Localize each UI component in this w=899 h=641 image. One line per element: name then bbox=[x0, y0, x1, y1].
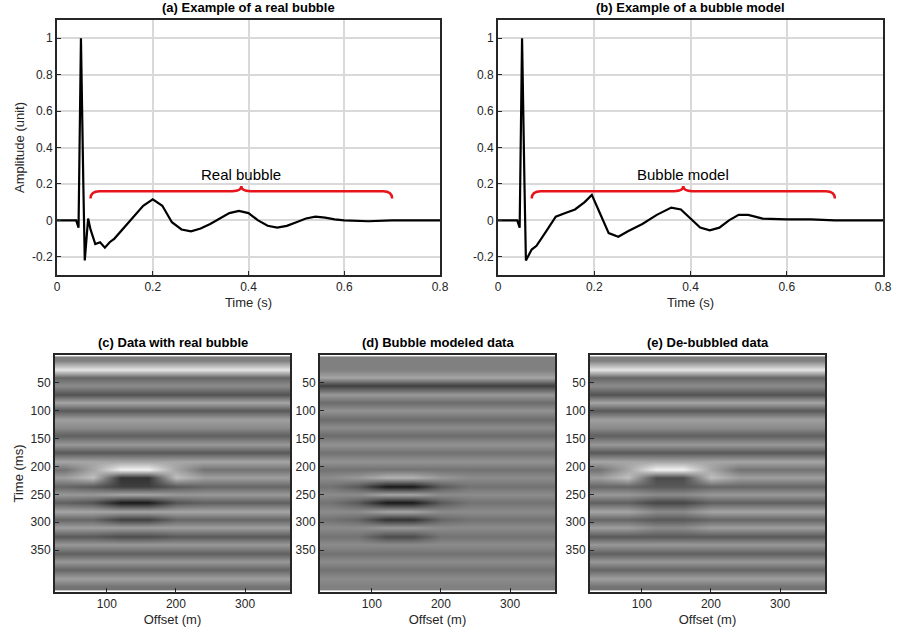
svg-text:200: 200 bbox=[431, 597, 451, 611]
svg-text:200: 200 bbox=[701, 597, 721, 611]
svg-text:Offset (m): Offset (m) bbox=[679, 612, 737, 627]
svg-text:-0.2: -0.2 bbox=[473, 250, 494, 264]
svg-text:300: 300 bbox=[31, 515, 51, 529]
svg-text:0.2: 0.2 bbox=[144, 280, 161, 294]
svg-text:Time (s): Time (s) bbox=[225, 295, 272, 310]
svg-text:100: 100 bbox=[566, 404, 586, 418]
svg-text:(c) Data with real bubble: (c) Data with real bubble bbox=[98, 335, 248, 350]
svg-text:0.8: 0.8 bbox=[36, 68, 53, 82]
svg-text:Bubble model: Bubble model bbox=[637, 166, 729, 183]
svg-text:0.4: 0.4 bbox=[477, 141, 494, 155]
svg-text:300: 300 bbox=[566, 515, 586, 529]
svg-text:(a) Example of a real bubble: (a) Example of a real bubble bbox=[162, 0, 335, 15]
svg-text:Offset (m): Offset (m) bbox=[409, 612, 467, 627]
svg-text:0.8: 0.8 bbox=[477, 68, 494, 82]
svg-text:150: 150 bbox=[31, 432, 51, 446]
svg-text:(b) Example of a bubble model: (b) Example of a bubble model bbox=[596, 0, 785, 15]
svg-text:100: 100 bbox=[296, 404, 316, 418]
svg-text:0: 0 bbox=[46, 214, 53, 228]
svg-text:100: 100 bbox=[31, 404, 51, 418]
svg-text:0.4: 0.4 bbox=[36, 141, 53, 155]
svg-text:-0.2: -0.2 bbox=[32, 250, 53, 264]
svg-text:0.2: 0.2 bbox=[586, 280, 603, 294]
svg-text:0.8: 0.8 bbox=[432, 280, 449, 294]
svg-text:200: 200 bbox=[296, 460, 316, 474]
svg-text:200: 200 bbox=[31, 460, 51, 474]
svg-text:250: 250 bbox=[296, 488, 316, 502]
svg-text:0.2: 0.2 bbox=[36, 177, 53, 191]
svg-text:350: 350 bbox=[566, 543, 586, 557]
svg-text:350: 350 bbox=[31, 543, 51, 557]
svg-text:1: 1 bbox=[487, 31, 494, 45]
svg-text:350: 350 bbox=[296, 543, 316, 557]
svg-text:50: 50 bbox=[302, 376, 316, 390]
svg-text:0: 0 bbox=[495, 280, 502, 294]
svg-text:Time (s): Time (s) bbox=[667, 295, 714, 310]
svg-text:250: 250 bbox=[566, 488, 586, 502]
svg-text:0.6: 0.6 bbox=[778, 280, 795, 294]
svg-text:100: 100 bbox=[632, 597, 652, 611]
svg-text:250: 250 bbox=[31, 488, 51, 502]
svg-text:300: 300 bbox=[235, 597, 255, 611]
svg-text:300: 300 bbox=[296, 515, 316, 529]
svg-text:150: 150 bbox=[296, 432, 316, 446]
svg-text:Time (ms): Time (ms) bbox=[11, 444, 26, 502]
svg-text:Amplitude (unit): Amplitude (unit) bbox=[12, 102, 27, 193]
svg-text:200: 200 bbox=[166, 597, 186, 611]
svg-text:(e) De-bubbled data: (e) De-bubbled data bbox=[647, 335, 769, 350]
svg-text:0.4: 0.4 bbox=[240, 280, 257, 294]
svg-text:300: 300 bbox=[770, 597, 790, 611]
svg-text:50: 50 bbox=[572, 376, 586, 390]
svg-text:0: 0 bbox=[487, 214, 494, 228]
svg-text:0.6: 0.6 bbox=[36, 104, 53, 118]
svg-text:50: 50 bbox=[37, 376, 51, 390]
svg-text:0: 0 bbox=[54, 280, 61, 294]
svg-text:0.8: 0.8 bbox=[875, 280, 892, 294]
svg-text:(d) Bubble modeled data: (d) Bubble modeled data bbox=[362, 335, 514, 350]
svg-text:0.6: 0.6 bbox=[477, 104, 494, 118]
svg-text:Offset (m): Offset (m) bbox=[144, 612, 202, 627]
svg-text:Real bubble: Real bubble bbox=[201, 166, 281, 183]
svg-text:0.2: 0.2 bbox=[477, 177, 494, 191]
svg-text:150: 150 bbox=[566, 432, 586, 446]
svg-text:100: 100 bbox=[97, 597, 117, 611]
svg-text:100: 100 bbox=[362, 597, 382, 611]
svg-text:0.6: 0.6 bbox=[336, 280, 353, 294]
svg-text:200: 200 bbox=[566, 460, 586, 474]
svg-text:1: 1 bbox=[46, 31, 53, 45]
svg-text:0.4: 0.4 bbox=[682, 280, 699, 294]
svg-text:300: 300 bbox=[500, 597, 520, 611]
